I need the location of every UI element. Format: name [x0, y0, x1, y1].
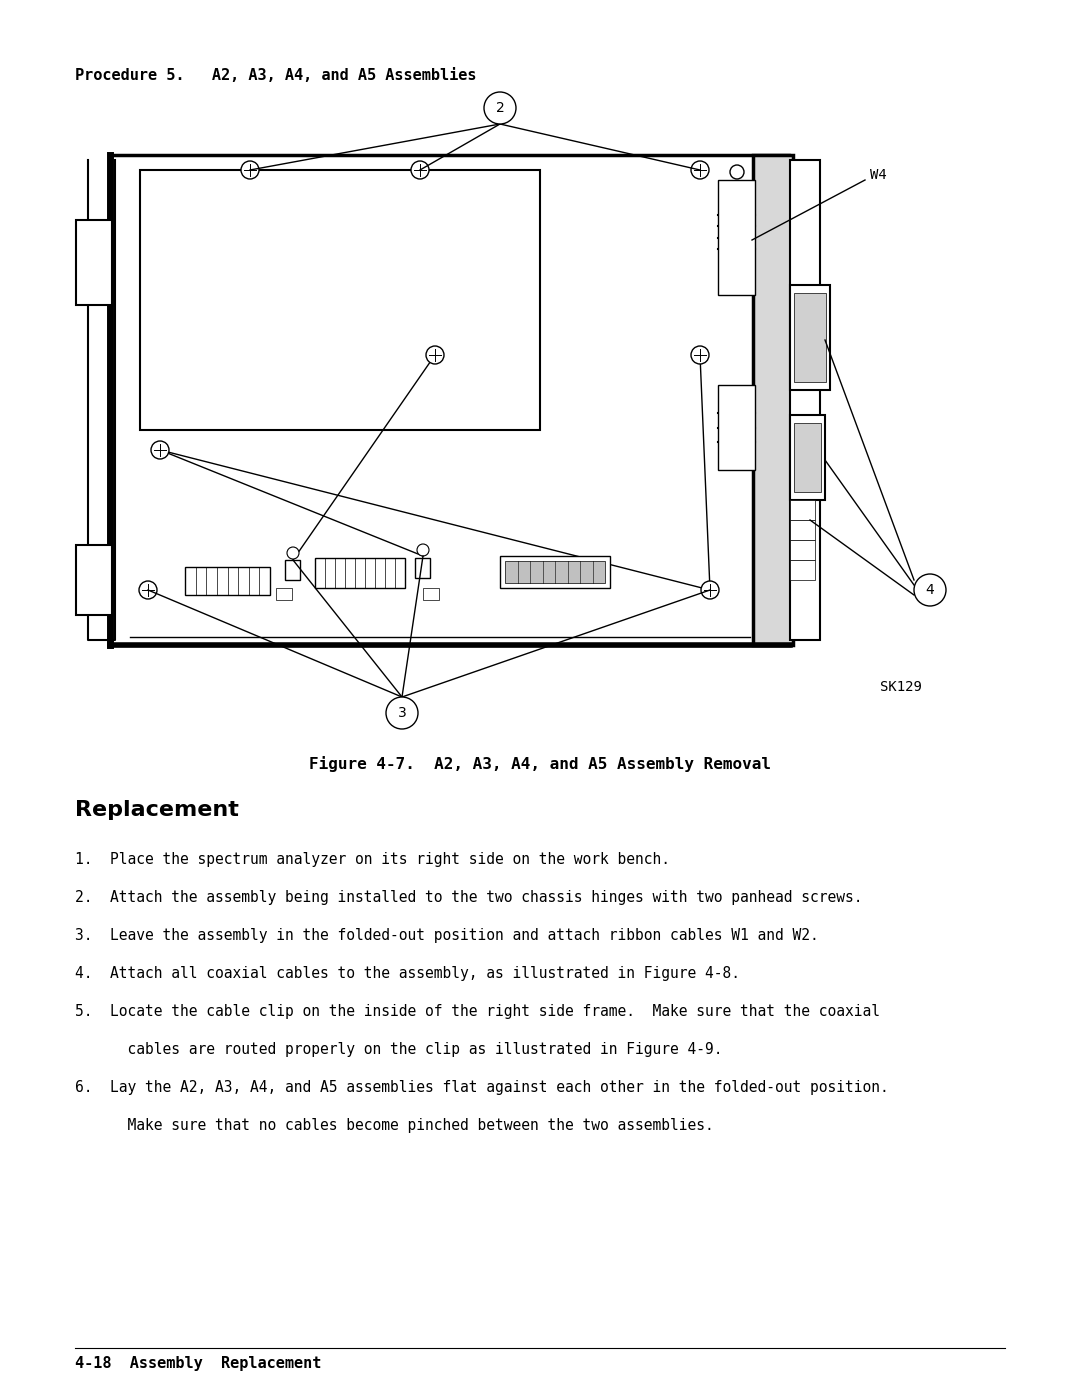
Circle shape	[426, 346, 444, 364]
Text: 1.  Place the spectrum analyzer on its right side on the work bench.: 1. Place the spectrum analyzer on its ri…	[75, 853, 670, 867]
Bar	[794, 293, 826, 382]
Text: Figure 4-7.  A2, A3, A4, and A5 Assembly Removal: Figure 4-7. A2, A3, A4, and A5 Assembly …	[309, 756, 771, 771]
Text: Procedure 5.   A2, A3, A4, and A5 Assemblies: Procedure 5. A2, A3, A4, and A5 Assembli…	[75, 69, 476, 83]
Text: 4: 4	[926, 582, 934, 596]
Circle shape	[914, 574, 946, 606]
Circle shape	[241, 161, 259, 179]
Text: 5.  Locate the cable clip on the inside of the right side frame.  Make sure that: 5. Locate the cable clip on the inside o…	[75, 1004, 880, 1019]
Text: cables are routed properly on the clip as illustrated in Figure 4-9.: cables are routed properly on the clip a…	[75, 1042, 723, 1057]
Bar	[315, 559, 405, 588]
Text: Make sure that no cables become pinched between the two assemblies.: Make sure that no cables become pinched …	[75, 1119, 714, 1133]
Bar	[76, 545, 112, 615]
Circle shape	[701, 581, 719, 599]
Bar	[505, 561, 605, 582]
Bar	[285, 560, 300, 580]
Bar	[789, 286, 831, 391]
Text: 4-18  Assembly  Replacement: 4-18 Assembly Replacement	[75, 1357, 322, 1371]
Text: Replacement: Replacement	[75, 799, 239, 820]
Text: 4.  Attach all coaxial cables to the assembly, as illustrated in Figure 4-8.: 4. Attach all coaxial cables to the asse…	[75, 966, 740, 981]
Bar	[789, 160, 820, 640]
Circle shape	[484, 92, 516, 125]
Circle shape	[139, 581, 157, 599]
Bar	[423, 588, 438, 601]
Bar	[76, 220, 112, 305]
Bar	[718, 385, 755, 470]
Text: SK129: SK129	[880, 680, 922, 694]
Bar	[789, 414, 825, 500]
Circle shape	[287, 547, 299, 559]
Text: 2.  Attach the assembly being installed to the two chassis hinges with two panhe: 2. Attach the assembly being installed t…	[75, 890, 863, 904]
Circle shape	[691, 346, 708, 364]
Circle shape	[417, 545, 429, 556]
Circle shape	[730, 165, 744, 179]
Text: 3.  Leave the assembly in the folded-out position and attach ribbon cables W1 an: 3. Leave the assembly in the folded-out …	[75, 928, 819, 944]
Text: 2: 2	[496, 101, 504, 115]
Text: 6.  Lay the A2, A3, A4, and A5 assemblies flat against each other in the folded-: 6. Lay the A2, A3, A4, and A5 assemblies…	[75, 1079, 889, 1095]
Circle shape	[151, 441, 168, 459]
Circle shape	[691, 161, 708, 179]
Bar	[794, 423, 821, 491]
Bar	[789, 560, 815, 580]
Bar	[753, 155, 793, 645]
Bar	[718, 181, 755, 295]
Bar	[789, 519, 815, 540]
Bar	[415, 559, 430, 578]
Bar	[276, 588, 292, 601]
Circle shape	[386, 697, 418, 729]
Bar	[185, 567, 270, 595]
Text: 3: 3	[397, 706, 406, 720]
Bar	[140, 169, 540, 430]
Bar	[789, 540, 815, 560]
Circle shape	[411, 161, 429, 179]
Bar	[789, 500, 815, 519]
Text: W4: W4	[870, 168, 887, 182]
Bar	[500, 556, 610, 588]
